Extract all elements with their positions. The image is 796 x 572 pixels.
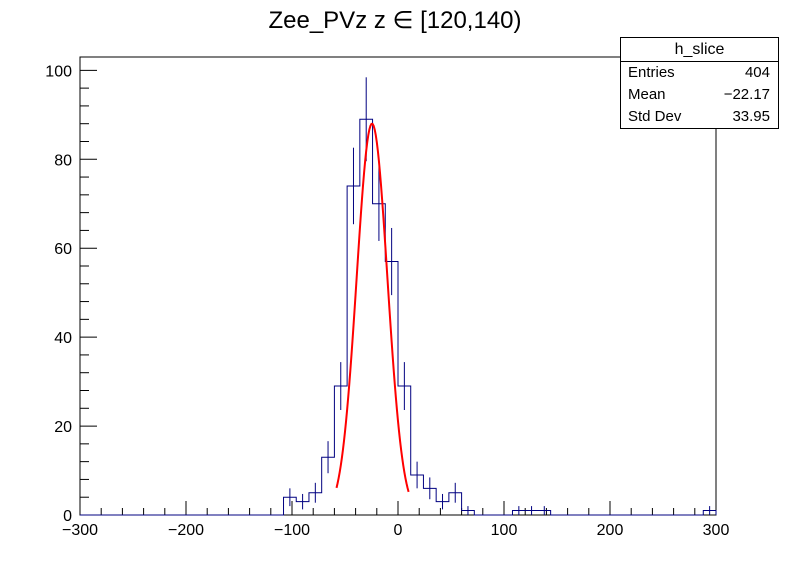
stats-value: −22.17	[723, 86, 770, 103]
stats-label: Entries	[628, 64, 675, 81]
y-tick-label: 80	[54, 152, 72, 169]
stats-label: Mean	[628, 86, 666, 103]
x-tick-label: 200	[597, 522, 624, 539]
y-tick-label: 40	[54, 330, 72, 347]
tick-labels: −300 −200 −100 0 100 200 300 0 20 40 60 80 100	[45, 63, 729, 539]
y-tick-label: 60	[54, 241, 72, 258]
error-bars	[289, 77, 711, 515]
y-tick-label: 100	[45, 63, 72, 80]
stats-row-mean: Mean −22.17	[621, 84, 778, 106]
stats-value: 404	[744, 64, 770, 81]
x-tick-label: −300	[62, 522, 98, 539]
x-tick-label: 100	[491, 522, 518, 539]
y-tick-label: 20	[54, 419, 72, 436]
gaussian-fit-curve	[335, 122, 410, 493]
stats-row-entries: Entries 404	[621, 62, 778, 84]
stats-label: Std Dev	[628, 108, 682, 125]
x-tick-label: 0	[394, 522, 403, 539]
x-tick-label: −100	[274, 522, 310, 539]
axis-ticks	[79, 69, 717, 516]
stats-title: h_slice	[621, 38, 778, 62]
y-tick-label: 0	[63, 508, 72, 525]
stats-row-stddev: Std Dev 33.95	[621, 106, 778, 128]
stats-value: 33.95	[732, 108, 770, 125]
x-tick-label: 300	[703, 522, 730, 539]
histogram-line	[80, 118, 717, 516]
x-tick-label: −200	[168, 522, 204, 539]
stats-box: h_slice Entries 404 Mean −22.17 Std Dev …	[620, 37, 779, 129]
chart-title: Zee_PVz z ∈ [120,140)	[268, 7, 521, 34]
